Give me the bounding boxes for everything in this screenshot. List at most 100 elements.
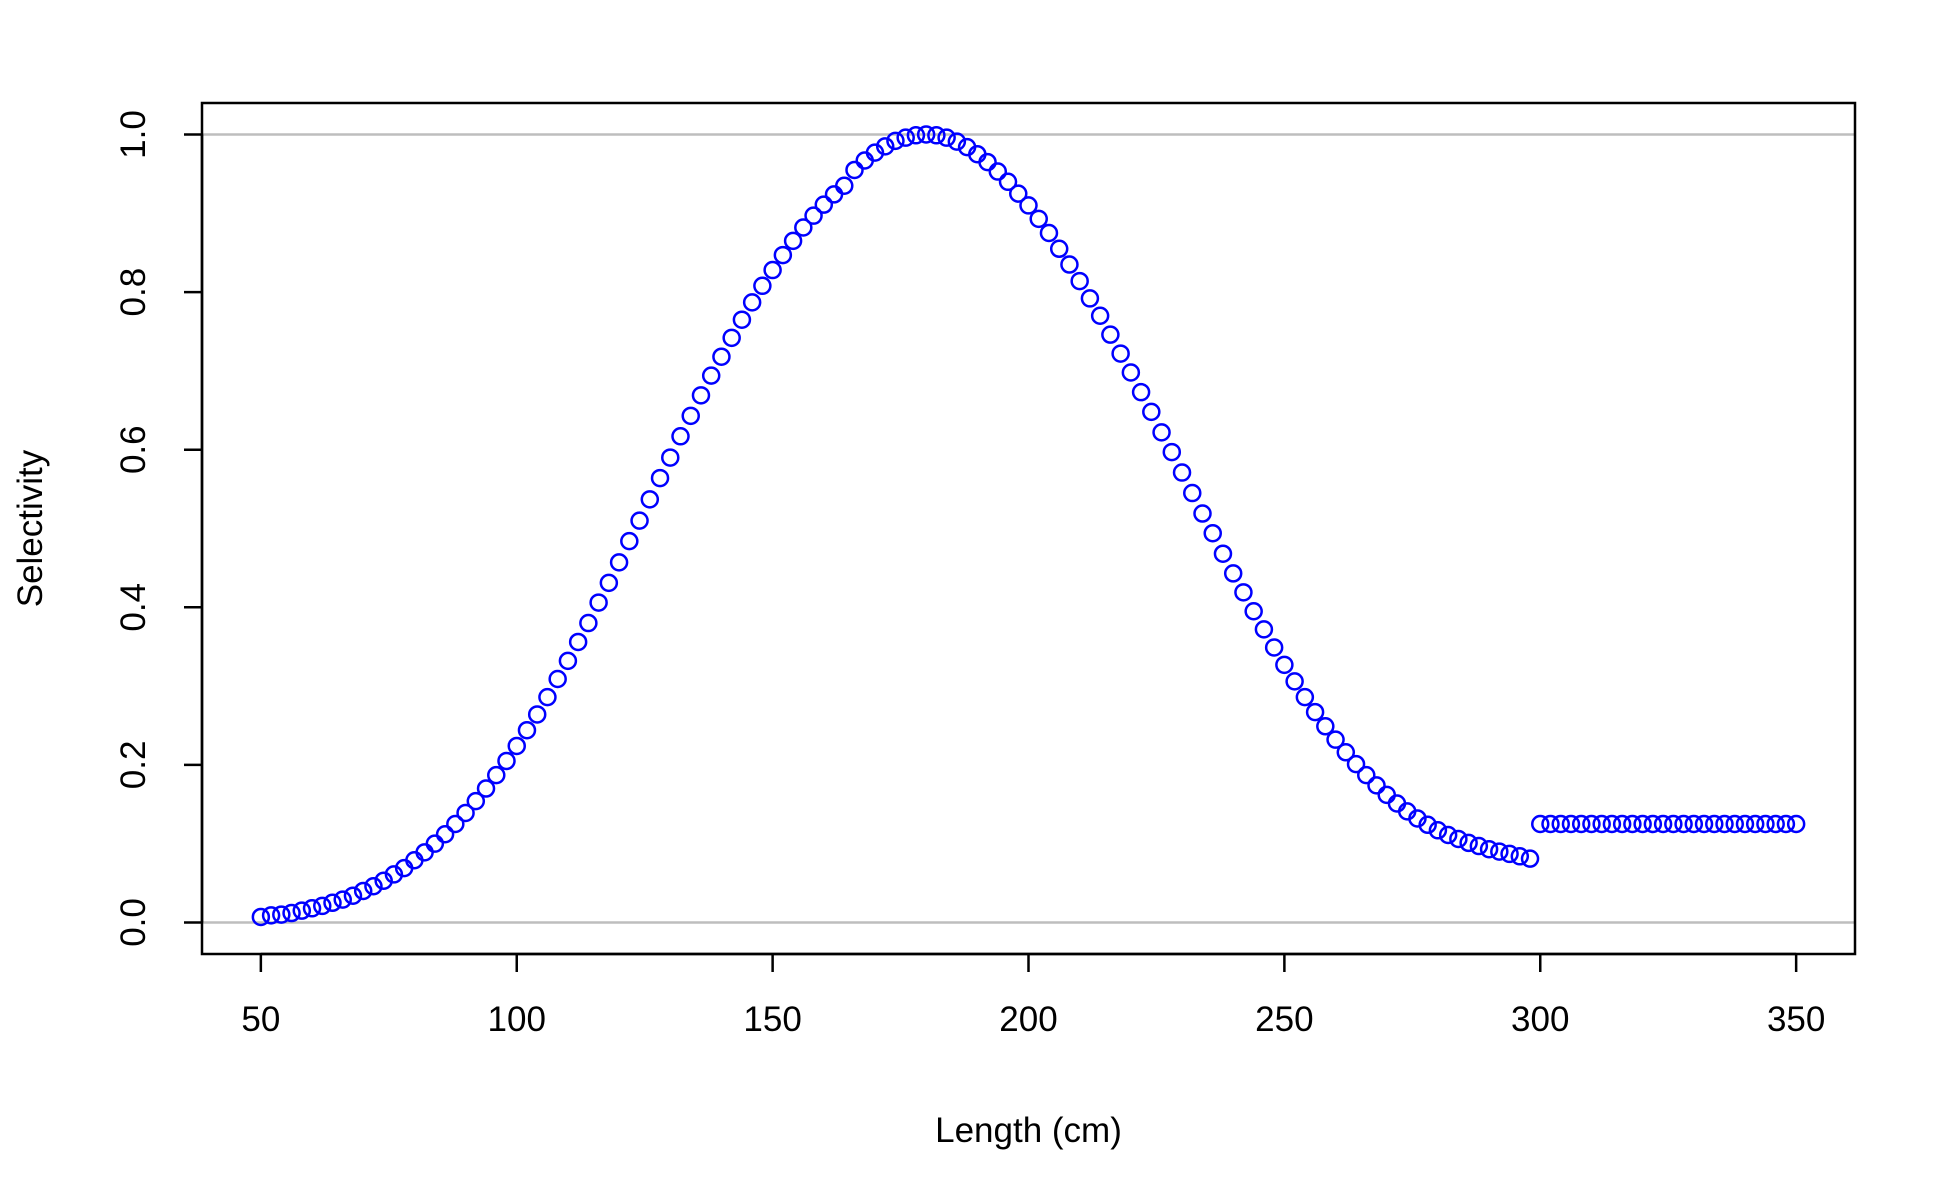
x-axis-title: Length (cm) [935,1111,1122,1150]
data-point [323,893,342,913]
data-point [1039,223,1059,243]
data-point [875,137,895,156]
data-point [886,131,905,151]
data-point [753,276,772,296]
y-tick-label: 0.8 [114,268,153,317]
data-point [1510,847,1530,866]
data-point [261,906,281,925]
data-point [1715,814,1734,834]
x-tick-label: 150 [743,1000,801,1039]
data-point [548,669,567,689]
data-point [1428,821,1448,840]
data-point [425,834,445,853]
data-point [896,128,915,147]
data-point [988,162,1008,181]
y-tick-label: 0.0 [114,898,153,947]
data-point [1490,842,1509,861]
data-point [1735,814,1755,834]
data-point [313,896,332,916]
y-axis: 0.0 0.2 0.4 0.6 0.8 1.0 [114,110,204,947]
data-point [1592,814,1611,834]
data-point [1316,717,1335,736]
data-point [1571,814,1591,834]
data-point [661,448,680,467]
data-point [1234,583,1253,602]
data-point [1183,483,1202,503]
y-tick-label: 0.6 [114,425,153,474]
data-point [978,152,997,172]
data-points [251,125,1806,927]
data-point [1264,638,1284,657]
data-point [579,613,598,633]
data-point [446,814,465,834]
y-tick-label: 0.4 [114,583,153,632]
data-point [1336,743,1356,762]
data-point [835,176,854,195]
data-point [1203,523,1222,543]
data-point [1674,814,1693,834]
data-point [527,705,547,724]
data-point [1541,814,1560,834]
data-point [824,185,844,204]
data-point [1745,814,1765,834]
data-point [1469,836,1489,856]
data-point [456,803,475,823]
data-point [1438,825,1458,845]
data-point [773,245,793,265]
data-point [1285,672,1304,691]
data-point [384,865,404,884]
data-point [466,791,486,811]
data-point [1459,833,1478,853]
data-point [1725,814,1744,834]
data-point [1664,814,1683,834]
data-point [292,901,312,920]
data-point [1479,839,1499,859]
data-point [681,406,700,426]
data-point [640,490,660,509]
data-point [1561,814,1581,834]
data-point [671,427,690,446]
data-point [1520,849,1540,868]
data-point [353,881,373,901]
data-point [650,468,670,488]
data-point [1786,814,1806,834]
data-point [1172,463,1192,482]
data-point [814,195,834,214]
data-point [1684,814,1704,834]
data-point [1705,814,1724,834]
x-tick-label: 300 [1511,1000,1569,1039]
data-point [794,218,813,237]
data-point [1009,184,1028,203]
data-point [517,720,537,740]
data-point [865,143,885,162]
data-point [476,779,496,798]
data-point [1162,442,1182,462]
data-point [1500,844,1519,864]
data-point [1275,655,1294,675]
data-point [1193,504,1212,523]
data-point [251,907,271,927]
data-point [1766,814,1785,834]
data-point [620,531,639,551]
data-point [507,736,526,756]
reference-lines [202,133,1855,924]
data-point [1776,814,1796,834]
data-point [1070,271,1089,291]
data-point [589,593,608,612]
data-point [1653,814,1673,834]
data-point [1602,814,1622,834]
data-point [558,651,578,671]
x-tick-label: 200 [999,1000,1057,1039]
data-point [712,347,731,366]
data-point [497,751,516,771]
data-point [1326,730,1345,749]
data-point [1111,344,1130,363]
data-point [374,871,393,890]
x-tick-label: 350 [1767,1000,1825,1039]
x-tick-label: 250 [1255,1000,1313,1039]
data-point [1643,814,1663,834]
data-point [1418,815,1437,835]
data-point [1090,306,1110,325]
data-point [1223,564,1243,583]
